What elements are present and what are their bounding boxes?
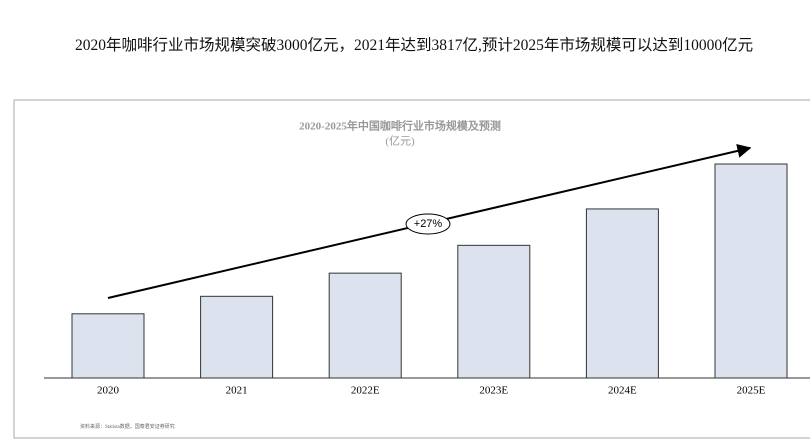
chart-subtitle: (亿元) [385,135,415,148]
bar [328,272,402,379]
heading: 2020年咖啡行业市场规模突破3000亿元，2021年达到3817亿,预计202… [75,37,754,54]
x-tick-label: 2024E [608,385,637,397]
source: 资料来源：Statista数据，国泰君安证券研究 [80,423,175,430]
chart-title: 2020-2025年中国咖啡行业市场规模及预测 [299,119,501,133]
bar [457,244,531,379]
annotation: +27% [414,218,443,230]
x-tick-label: 2020 [97,385,120,397]
bar [71,313,145,379]
bar [585,208,659,379]
x-tick-label: 2023E [479,385,508,397]
annotation-ellipse [405,213,451,235]
bar [714,163,788,379]
chart-frame [13,99,810,439]
x-tick-label: 2021 [226,385,248,397]
bar [200,295,274,379]
x-tick-label: 2025E [737,385,766,397]
x-tick-label: 2022E [351,385,380,397]
